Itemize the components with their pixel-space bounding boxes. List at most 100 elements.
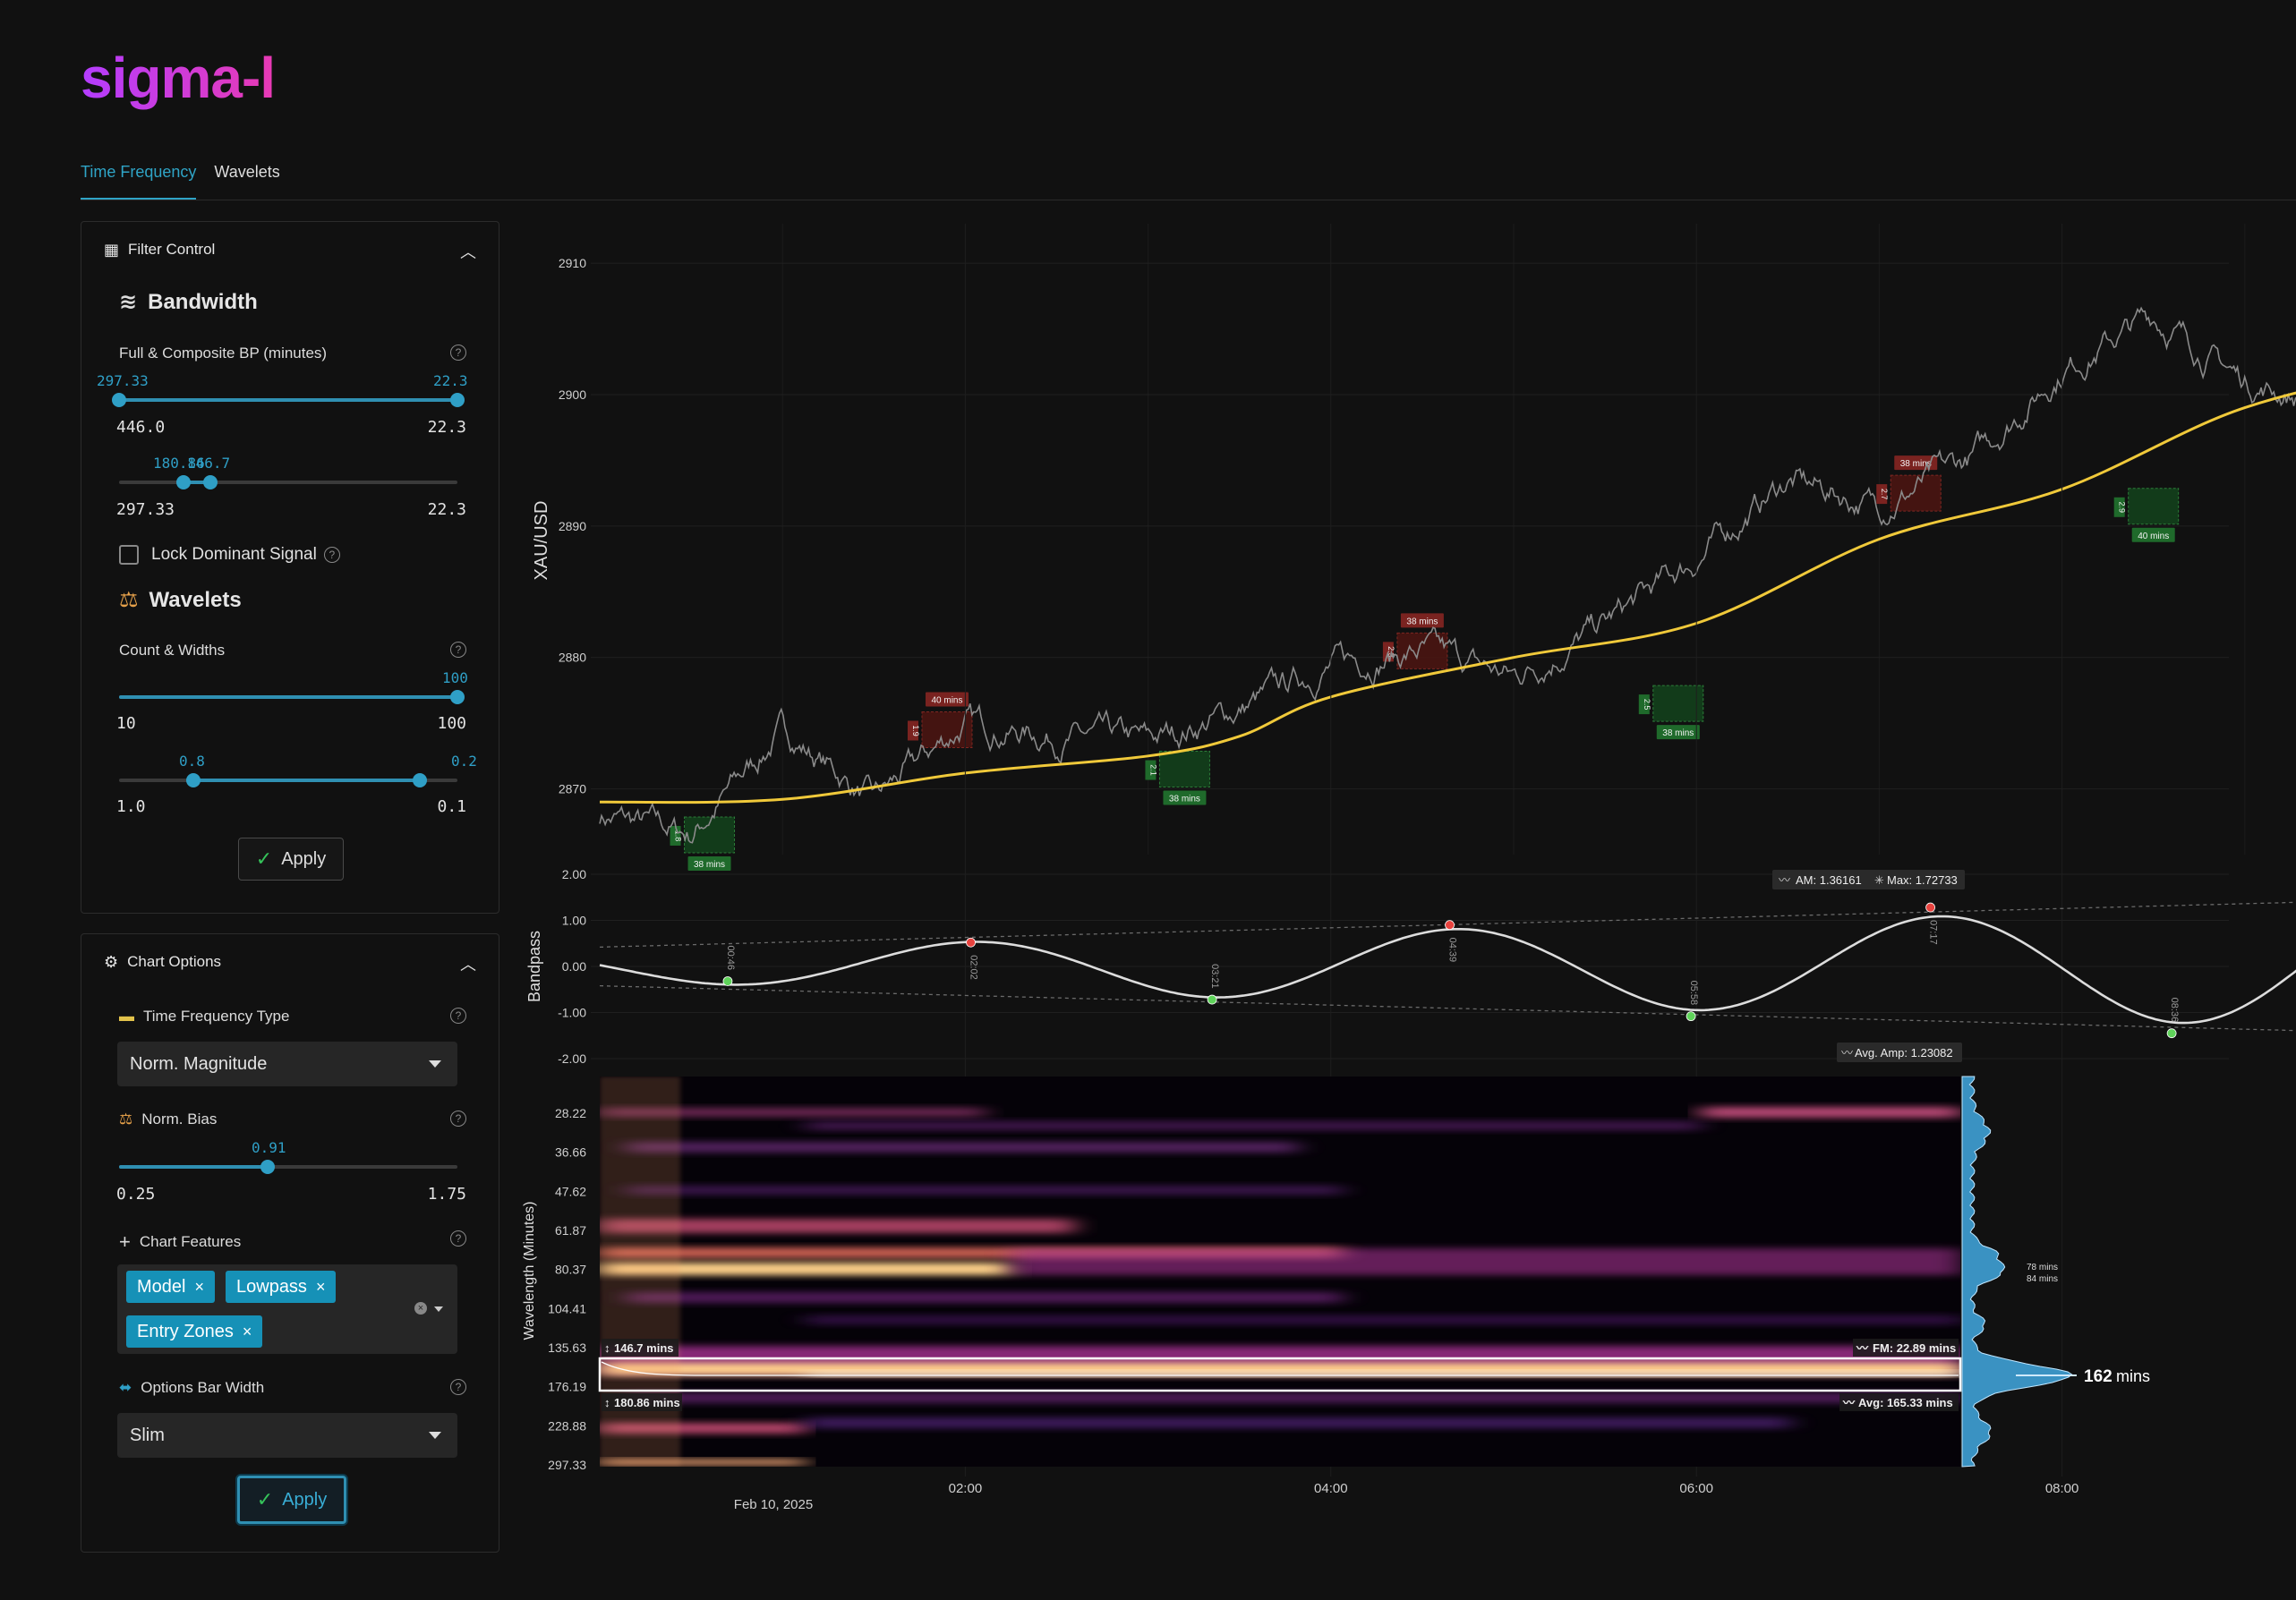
heatmap-band (600, 1460, 806, 1465)
slider-handle-high[interactable] (450, 393, 465, 407)
price-series-line (599, 306, 2296, 844)
bp2-value-right: 146.7 (187, 455, 231, 472)
bandpass-panel: 2.00 1.00 0.00 -1.00 -2.00 Bandpass 00:46 02:… (525, 224, 2296, 1477)
slider-fill (119, 695, 457, 699)
count-value: 100 (442, 669, 468, 686)
bandwidth-label: Full & Composite BP (minutes) (119, 345, 328, 362)
help-icon[interactable]: ? (450, 1379, 466, 1395)
chart-options-apply-button[interactable]: ✓ Apply (237, 1476, 346, 1524)
tf-type-label: ▬ Time Frequency Type (119, 1008, 289, 1026)
heatmap-band (627, 1292, 1343, 1303)
y-tick-label: 297.33 (548, 1458, 586, 1472)
entry-zone-label-box (1163, 790, 1207, 805)
tab-wavelets[interactable]: Wavelets (214, 163, 280, 181)
checkbox-box[interactable] (119, 545, 139, 565)
help-icon[interactable]: ? (450, 1111, 466, 1127)
bandwidth-slider-full[interactable] (112, 393, 465, 407)
norm-bias-max: 1.75 (427, 1185, 466, 1204)
heatmap-band (806, 1315, 1960, 1324)
chip-label: Lowpass (236, 1276, 307, 1297)
bandwidth-slider-composite[interactable] (119, 475, 457, 489)
slider-handle[interactable] (260, 1160, 276, 1174)
slider-handle-low[interactable] (186, 773, 201, 787)
am-annotation: AM: 1.36161 (1796, 873, 1862, 887)
price-gridlines (591, 224, 2246, 855)
help-icon[interactable]: ? (450, 1008, 466, 1024)
remove-chip-icon[interactable]: × (315, 1277, 326, 1296)
max-annotation: Max: 1.72733 (1887, 873, 1958, 887)
norm-bias-slider[interactable] (119, 1160, 457, 1174)
wavelength-spectrum-histogram (1961, 1076, 2073, 1468)
long-entry-zone: 38 mins 2.1 (1145, 751, 1210, 805)
peak-dot (1445, 920, 1455, 931)
help-icon[interactable]: ? (450, 1230, 466, 1247)
entry-zone-label: 40 mins (2138, 532, 2169, 541)
help-icon[interactable]: ? (450, 345, 466, 361)
avg-amp-box (1837, 1043, 1962, 1062)
selected-band-outline[interactable] (598, 1357, 1962, 1392)
heatmap-panel: 28.22 36.66 47.62 61.87 80.37 104.41 135.63 176… (522, 1076, 2150, 1512)
slider-handle-low[interactable] (112, 393, 126, 407)
peak-dot (1925, 902, 1935, 913)
width-min: 1.0 (116, 797, 146, 816)
tab-bar: Time Frequency Wavelets (81, 163, 280, 200)
heatmap-band (627, 1142, 1298, 1153)
fm-icon: 〰 (1856, 1341, 1869, 1355)
avg-label-box (1839, 1393, 1959, 1411)
band-lower-label-box (602, 1393, 682, 1411)
clear-icon[interactable]: × (414, 1302, 427, 1315)
lock-dominant-signal-checkbox[interactable]: Lock Dominant Signal ? (119, 545, 340, 565)
norm-bias-min: 0.25 (116, 1185, 156, 1204)
norm-bias-label-text: Norm. Bias (141, 1111, 218, 1128)
chart-options-header[interactable]: ⚙ Chart Options ︿ (104, 950, 476, 974)
wavelet-count-slider[interactable] (119, 690, 465, 704)
apply-label: Apply (282, 1489, 328, 1510)
entry-zone-label: 38 mins (1169, 795, 1200, 804)
y-tick-label: 104.41 (548, 1301, 586, 1315)
norm-bias-value: 0.91 (252, 1139, 286, 1156)
peak-marker: 04:39 (1445, 920, 1458, 963)
caret-down-icon[interactable] (434, 1306, 443, 1312)
waves-icon: ≋ (119, 290, 138, 314)
help-icon[interactable]: ? (450, 642, 466, 658)
price-y-axis-label: XAU/USD (532, 501, 551, 581)
slider-handle-high[interactable] (413, 773, 428, 787)
filter-apply-button[interactable]: ✓ Apply (238, 838, 344, 881)
entry-zone-box (1652, 685, 1704, 722)
y-tick-label: 36.66 (555, 1145, 586, 1160)
slider-handle-low[interactable] (175, 475, 191, 489)
y-tick-label: 2870 (559, 782, 586, 796)
chip-label: Model (137, 1276, 186, 1297)
chip-label: Entry Zones (137, 1321, 234, 1341)
tf-type-select[interactable]: Norm. Magnitude (117, 1042, 457, 1086)
x-tick-label: 06:00 (1679, 1481, 1713, 1496)
chevron-up-icon[interactable]: ︿ (460, 243, 476, 261)
turning-point-time: 04:39 (1447, 938, 1458, 963)
entry-zone-box (2128, 488, 2180, 525)
max-icon: ✳ (1874, 873, 1884, 887)
amp-annotation-box (1772, 870, 1965, 889)
wavelet-width-slider[interactable] (119, 773, 457, 787)
heatmap-band (1011, 1248, 1960, 1275)
bandpass-y-ticks: 2.00 1.00 0.00 -1.00 -2.00 (558, 867, 586, 1066)
chevron-up-icon[interactable]: ︿ (460, 956, 476, 974)
tab-time-frequency[interactable]: Time Frequency (81, 163, 197, 200)
filter-control-header[interactable]: ▦ Filter Control ︿ (104, 238, 476, 262)
y-tick-label: 28.22 (555, 1106, 586, 1120)
minor-cycle-label: 84 mins (2027, 1274, 2058, 1284)
heatmap-band (600, 1219, 1074, 1233)
y-tick-label: 176.19 (548, 1380, 586, 1394)
slider-handle[interactable] (450, 690, 465, 704)
slider-handle-high[interactable] (203, 475, 218, 489)
bar-width-select[interactable]: Slim (117, 1413, 457, 1458)
entry-zone-tag: 2.5 (1643, 699, 1652, 711)
help-icon[interactable]: ? (323, 547, 340, 563)
chart-features-multiselect[interactable]: Model × Lowpass × Entry Zones × × (117, 1264, 457, 1354)
price-panel: 2870 2880 2890 2900 2910 XAU/USD 38 mins 1.8 4… (532, 224, 2296, 871)
turning-point-time: 07:17 (1928, 920, 1939, 945)
bandwidth-title: Bandwidth (148, 289, 258, 314)
filter-control-panel: ▦ Filter Control ︿ ≋ Bandwidth Full & Co… (81, 221, 499, 914)
remove-chip-icon[interactable]: × (194, 1277, 204, 1296)
remove-chip-icon[interactable]: × (242, 1322, 252, 1340)
